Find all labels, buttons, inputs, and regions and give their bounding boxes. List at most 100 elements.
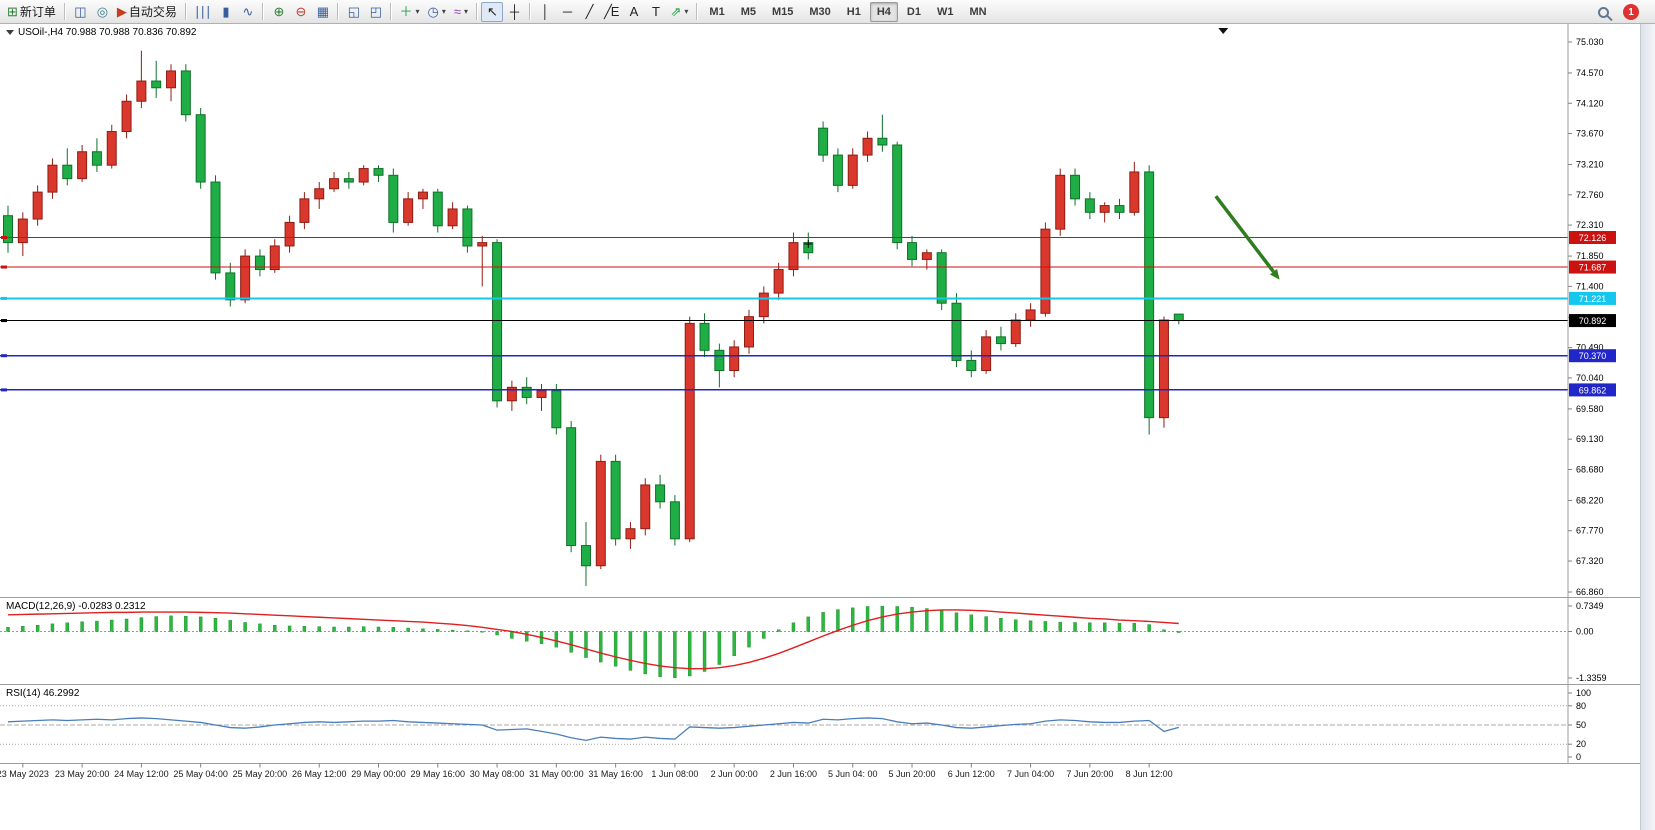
chevron-down-icon[interactable]: ▾ [441, 7, 446, 16]
candle-body [1084, 198, 1095, 213]
timeframe-m5[interactable]: M5 [740, 5, 756, 18]
price-axis-label: 66.860 [1576, 587, 1604, 597]
timeframe-mn[interactable]: MN [969, 5, 987, 18]
text-button[interactable]: A [622, 2, 644, 22]
rsi-line [7, 717, 1179, 742]
cascade-windows-button[interactable]: ◰ [364, 2, 386, 22]
candlestick-chart-button[interactable]: ▮ [214, 2, 236, 22]
time-axis-label: 7 Jun 20:00 [1066, 769, 1113, 779]
candlestick-chart-icon: ▮ [222, 4, 229, 19]
macd-histogram-bar [154, 616, 158, 632]
market-watch-button[interactable]: ◫ [69, 2, 91, 22]
notification-badge[interactable]: 1 [1623, 4, 1639, 20]
macd-histogram-bar [169, 615, 173, 632]
text-label-icon: T [652, 4, 660, 19]
macd-label: MACD(12,26,9) -0.0283 0.2312 [6, 601, 146, 612]
horizontal-line-button[interactable]: ─ [556, 2, 578, 22]
timeframe-m15[interactable]: M15 [771, 5, 794, 18]
price-line-anchor [1, 388, 7, 392]
toolbar-separator [475, 3, 477, 20]
chart-collapse-icon[interactable] [6, 30, 14, 35]
equidistant-channel-icon: ╱E [603, 4, 619, 19]
timeframe-w1[interactable]: W1 [936, 5, 954, 18]
profiles-button[interactable]: ◷ ▾ [423, 2, 449, 22]
arrows-button[interactable]: ⇗ ▾ [666, 2, 692, 22]
candle-body [818, 127, 829, 156]
macd-histogram-bar [317, 626, 321, 632]
timeframe-h4[interactable]: H4 [869, 1, 898, 22]
candle-body [1099, 205, 1110, 213]
new-chart-button[interactable]: ＋ ▾ [395, 2, 423, 22]
macd-histogram-bar [1014, 619, 1018, 632]
profiles-icon: ◷ [427, 4, 438, 19]
candle-body [981, 336, 992, 372]
chevron-down-icon[interactable]: ▾ [415, 7, 420, 16]
chevron-down-icon[interactable]: ▾ [463, 7, 468, 16]
candle-body [180, 70, 191, 116]
candle-body [536, 390, 547, 398]
candle-body [1129, 171, 1140, 213]
search-icon[interactable] [1598, 6, 1609, 18]
vertical-scrollbar[interactable] [1640, 24, 1655, 830]
macd-histogram-bar [406, 627, 410, 632]
main-chart[interactable]: 75.030 74.570 74.120 73.670 73.210 72.760 72.3… [0, 24, 1655, 830]
macd-histogram-bar [732, 631, 736, 657]
trendline-button[interactable]: ╱ [578, 2, 600, 22]
equidistant-channel-button[interactable]: ╱E [600, 2, 623, 22]
toolbar-separator [390, 3, 392, 20]
chevron-down-icon[interactable]: ▾ [684, 7, 689, 16]
macd-histogram-bar [1147, 624, 1151, 632]
macd-histogram-bar [495, 631, 499, 636]
candle-body [373, 168, 384, 176]
zoom-out-button[interactable]: ⊖ [289, 2, 311, 22]
new-order-button[interactable]: ⊞ 新订单 [3, 2, 60, 22]
macd-histogram-bar [584, 631, 588, 658]
macd-histogram-bar [717, 631, 722, 665]
indicators-button[interactable]: ≈ ▾ [450, 2, 472, 22]
data-window-button[interactable]: ◎ [91, 2, 113, 22]
vertical-line-button[interactable]: │ [534, 2, 556, 22]
candle-body [417, 191, 428, 200]
candle-body [17, 218, 28, 244]
chart-area[interactable]: 75.030 74.570 74.120 73.670 73.210 72.760 72.3… [0, 24, 1655, 830]
macd-histogram-bar [762, 631, 766, 639]
time-axis-label: 5 Jun 20:00 [888, 769, 935, 779]
candle-body [136, 80, 147, 102]
bar-chart-button[interactable]: ∣∣∣ [190, 2, 215, 22]
timeframe-h1[interactable]: H1 [846, 5, 861, 18]
price-axis-label: 69.130 [1576, 434, 1604, 444]
candle-body [240, 255, 251, 301]
toolbar: ⊞ 新订单 ◫ ◎ ▶ 自动交易 ∣∣∣ ▮ ∿ ⊕ ⊖ ▦ ◱ ◰ ＋ ▾ ◷ ▾ ≈ ▾ ↖ ┼ │ ─ ╱ ╱E A T ⇗ ▾ M1… [0, 0, 1655, 24]
candle-body [225, 272, 236, 301]
toolbar-separator [337, 3, 339, 20]
tile-windows-button[interactable]: ◱ [342, 2, 364, 22]
chart-shift-marker[interactable] [1218, 28, 1229, 34]
time-axis-label: 25 May 04:00 [173, 769, 228, 779]
cursor-button[interactable]: ↖ [480, 1, 503, 22]
candle-body [758, 292, 769, 318]
macd-histogram-bar [465, 630, 470, 632]
candle-body [921, 252, 932, 260]
price-axis-label: 69.580 [1576, 404, 1604, 414]
candle-body [862, 137, 873, 156]
trend-arrow-annotation[interactable] [1214, 195, 1275, 273]
timeframe-m30[interactable]: M30 [809, 5, 831, 18]
candle-body [847, 154, 858, 186]
line-chart-button[interactable]: ∿ [236, 2, 258, 22]
crosshair-button[interactable]: ┼ [503, 2, 525, 22]
candle-body [892, 144, 903, 244]
trend-arrow-head[interactable] [1269, 268, 1280, 280]
price-axis-label: 73.210 [1576, 160, 1604, 170]
cursor-icon: ↖ [487, 4, 498, 19]
text-label-button[interactable]: T [644, 2, 666, 22]
price-line-anchor [1, 235, 7, 239]
auto-trading-button[interactable]: ▶ 自动交易 [113, 2, 181, 22]
candle-body [462, 208, 473, 247]
candle-body [1010, 319, 1021, 345]
timeframe-d1[interactable]: D1 [906, 5, 921, 18]
macd-histogram-bar [1117, 622, 1122, 632]
arrange-windows-button[interactable]: ▦ [311, 2, 333, 22]
zoom-in-button[interactable]: ⊕ [267, 2, 289, 22]
timeframe-m1[interactable]: M1 [709, 5, 725, 18]
price-axis-label: 67.320 [1576, 556, 1604, 566]
